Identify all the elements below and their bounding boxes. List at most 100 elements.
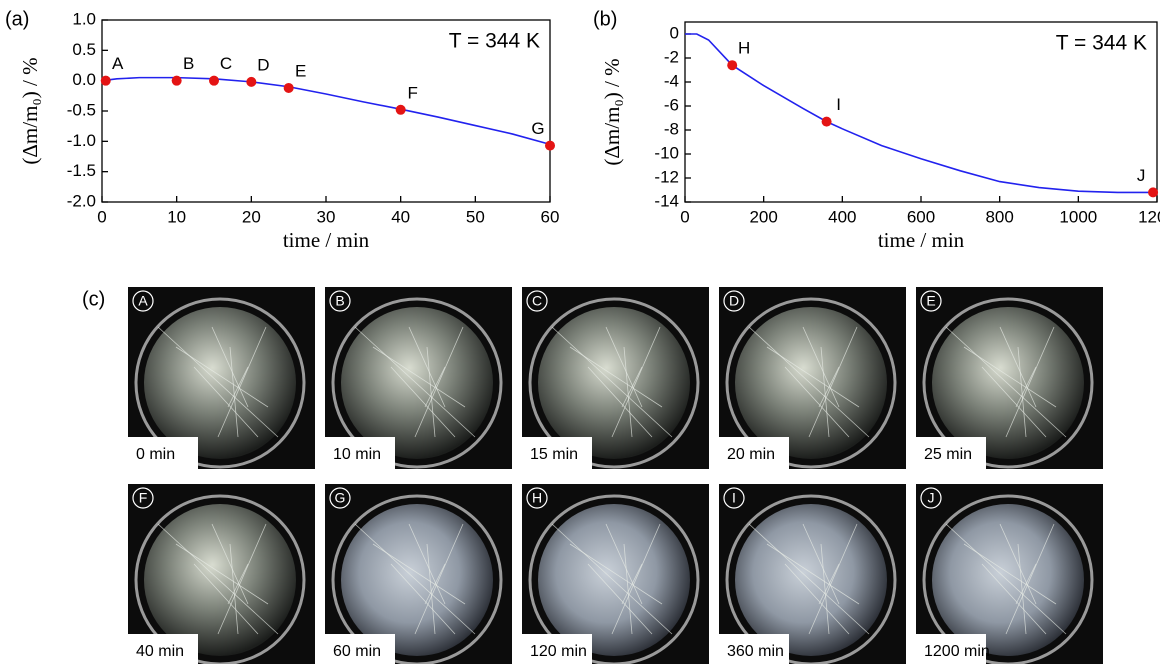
panel-label: (a): [5, 8, 29, 30]
data-point: [1148, 187, 1159, 198]
y-tick-label: -1.0: [67, 131, 96, 150]
crystal: [414, 326, 464, 438]
panel-letter: A: [138, 293, 148, 309]
crystal: [999, 523, 1037, 605]
panel-letter: E: [926, 293, 935, 309]
crystal: [587, 563, 653, 635]
data-point: [545, 140, 555, 151]
data-point: [100, 75, 111, 86]
crystal: [766, 346, 860, 408]
crystal: [784, 366, 850, 438]
crystal: [157, 523, 279, 635]
x-tick-label: 1000: [1059, 207, 1097, 226]
y-tick-label: -10: [654, 143, 679, 162]
photo-panel: G 60 min: [325, 484, 512, 664]
crystal: [945, 523, 1067, 635]
x-axis-label: time / min: [878, 228, 965, 252]
letter-badge: [132, 487, 154, 509]
y-axis-label: (Δm/m₀) / %: [600, 58, 624, 165]
crystal: [611, 326, 661, 438]
crystal: [390, 366, 456, 438]
x-tick-label: 50: [466, 207, 485, 226]
caption: 360 min: [727, 643, 784, 660]
y-axis-label: (Δm/m₀) / %: [18, 57, 42, 164]
crystal: [551, 523, 673, 635]
letter-badge: [329, 290, 351, 312]
y-tick-label: 0.0: [72, 70, 96, 89]
crystal: [157, 326, 279, 438]
dish: [735, 504, 887, 656]
caption-box: [916, 437, 986, 469]
crystal: [605, 523, 643, 605]
crystal: [193, 563, 259, 635]
crystal: [354, 523, 476, 635]
y-tick-label: 1.0: [72, 9, 96, 28]
data-point: [209, 75, 219, 86]
panel-letter: G: [335, 490, 346, 506]
crystal: [981, 563, 1047, 635]
crystal: [211, 326, 249, 408]
crystal: [424, 563, 446, 605]
crystal: [569, 346, 663, 408]
point-label: D: [257, 55, 269, 74]
letter-badge: [920, 487, 942, 509]
crystal: [605, 326, 643, 408]
caption-box: [128, 437, 198, 469]
crystal: [818, 563, 840, 605]
letter-badge: [723, 487, 745, 509]
crystal: [227, 366, 249, 408]
caption: 40 min: [136, 643, 184, 660]
crystal: [623, 543, 633, 635]
point-label: A: [112, 54, 124, 73]
x-tick-label: 600: [907, 207, 935, 226]
letter-badge: [723, 290, 745, 312]
dish: [341, 504, 493, 656]
dish: [932, 504, 1084, 656]
x-tick-label: 400: [828, 207, 856, 226]
y-tick-label: -2.0: [67, 191, 96, 210]
crystal: [621, 563, 643, 605]
crystal: [217, 326, 267, 438]
dish-rim: [725, 297, 897, 469]
x-tick-label: 1200: [1138, 207, 1160, 226]
x-tick-label: 0: [97, 207, 106, 226]
y-tick-label: 0.5: [72, 40, 96, 59]
x-tick-label: 60: [541, 207, 560, 226]
crystal: [621, 366, 643, 408]
data-point: [395, 104, 406, 115]
photo-panel: I 360 min: [719, 484, 906, 664]
crystal: [229, 543, 239, 635]
crystal: [372, 346, 466, 408]
data-line: [101, 76, 551, 146]
y-tick-label: -2: [664, 47, 679, 66]
crystal: [426, 543, 436, 635]
dish-rim: [922, 494, 1094, 664]
caption-box: [719, 437, 789, 469]
data-line: [685, 33, 1154, 194]
crystal: [808, 326, 858, 438]
x-tick-label: 10: [167, 207, 186, 226]
crystal: [963, 346, 1057, 408]
crystal: [211, 523, 249, 605]
point-label: F: [407, 83, 417, 102]
panel-letter: F: [139, 490, 148, 506]
caption: 15 min: [530, 446, 578, 463]
x-tick-label: 30: [317, 207, 336, 226]
crystal: [426, 346, 436, 438]
x-tick-label: 20: [242, 207, 261, 226]
x-axis-label: time / min: [283, 228, 370, 252]
point-label: H: [738, 39, 750, 58]
caption: 10 min: [333, 446, 381, 463]
crystal: [1017, 346, 1027, 438]
crystal: [766, 543, 860, 605]
crystal: [981, 366, 1047, 438]
letter-badge: [526, 487, 548, 509]
point-label: J: [1137, 166, 1146, 185]
y-tick-label: -4: [664, 71, 679, 90]
crystal: [1005, 523, 1055, 635]
dish: [341, 307, 493, 459]
crystal: [1005, 326, 1055, 438]
photo-panel: E 25 min: [916, 287, 1103, 469]
caption: 1200 min: [924, 643, 990, 660]
photo-panel: H 120 min: [522, 484, 709, 664]
